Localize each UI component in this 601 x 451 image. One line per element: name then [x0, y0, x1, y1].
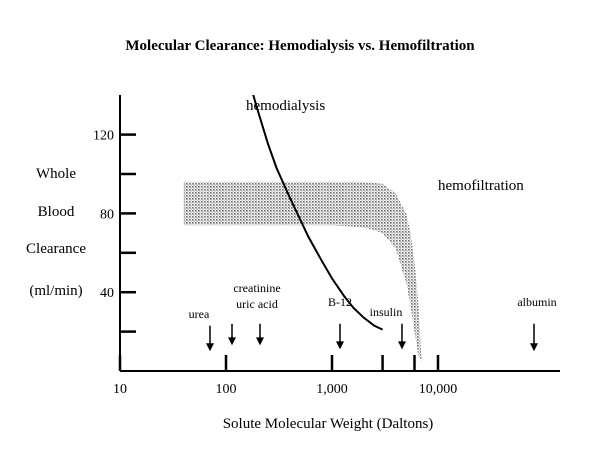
molecule-arrowhead	[398, 341, 406, 350]
x-tick-label: 10,000	[419, 382, 458, 397]
molecule-label: B-12	[328, 295, 352, 309]
chart-title: Molecular Clearance: Hemodialysis vs. He…	[125, 38, 475, 54]
y-axis-label-line: Clearance	[26, 241, 86, 257]
molecule-arrowhead	[336, 341, 344, 350]
molecule-arrowhead	[530, 343, 538, 352]
y-axis-label-line: (ml/min)	[29, 283, 82, 299]
x-tick-label: 1,000	[316, 382, 348, 397]
y-tick-label: 40	[100, 286, 114, 301]
x-tick-label: 10	[113, 382, 127, 397]
molecule-label: insulin	[370, 305, 403, 319]
molecule-label: urea	[189, 307, 210, 321]
molecule-arrowhead	[206, 343, 214, 352]
y-tick-label: 80	[100, 207, 114, 222]
hemofiltration-band	[183, 181, 422, 362]
molecule-label: creatinine	[233, 281, 280, 295]
molecule-arrowhead	[256, 337, 264, 346]
x-axis-label: Solute Molecular Weight (Daltons)	[223, 416, 434, 432]
hemodialysis-line	[252, 95, 384, 331]
molecule-arrowhead	[228, 337, 236, 346]
y-axis-label-line: Whole	[36, 166, 76, 182]
hemofiltration-series-label: hemofiltration	[438, 178, 524, 194]
molecule-label: albumin	[517, 295, 556, 309]
y-axis-label-line: Blood	[38, 204, 75, 220]
molecule-label: uric acid	[236, 297, 278, 311]
x-tick-label: 100	[216, 382, 237, 397]
plot-area: hemodialysis hemofiltration 40 80 120 10 100 1,…	[26, 95, 560, 397]
y-tick-label: 120	[93, 129, 114, 144]
hemodialysis-series-label: hemodialysis	[246, 98, 325, 114]
